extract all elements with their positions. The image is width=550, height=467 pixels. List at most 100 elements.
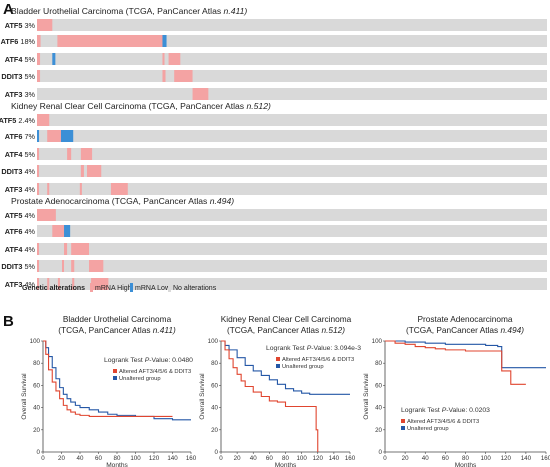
- km-legend-label: Altered AFT3/4/5/6 & DDIT3: [119, 369, 191, 375]
- oncoprint-mark-high: [86, 165, 102, 177]
- legend-swatch-high: [90, 283, 93, 292]
- panel-label-b: B: [3, 313, 14, 330]
- km-legend-swatch: [113, 369, 117, 373]
- x-tick-label: 40: [422, 455, 429, 462]
- km-title-line1: Kidney Renal Clear Cell Carcinoma: [221, 314, 352, 324]
- oncoprint-track: [37, 88, 547, 100]
- km-legend-swatch: [276, 357, 280, 361]
- oncoprint-mark-high: [37, 243, 40, 255]
- y-tick-label: 80: [375, 360, 382, 367]
- km-plot-1: Bladder Urothelial Carcinoma(TCGA, PanCa…: [21, 314, 197, 467]
- x-tick-label: 140: [329, 455, 340, 462]
- oncoprint-mark-high: [37, 114, 50, 126]
- km-legend-label: Altered AFT3/4/5/6 & DDIT3: [282, 357, 354, 363]
- x-tick-label: 80: [462, 455, 469, 462]
- x-tick-label: 120: [149, 455, 160, 462]
- oncoprint-mark-high: [47, 278, 50, 290]
- x-tick-label: 120: [313, 455, 324, 462]
- x-tick-label: 80: [114, 455, 121, 462]
- oncoprint-mark-high: [64, 243, 68, 255]
- gene-label: ATF3 3%: [5, 90, 36, 99]
- gene-label: ATF5 4%: [5, 211, 36, 220]
- x-tick-label: 20: [234, 455, 241, 462]
- oncoprint-mark-high: [52, 225, 65, 237]
- oncoprint-mark-high: [37, 183, 40, 195]
- x-tick-label: 60: [442, 455, 449, 462]
- x-tick-label: 0: [383, 455, 387, 462]
- gene-label: ATF5 3%: [5, 21, 36, 30]
- legend-swatch-none: [168, 283, 171, 292]
- oncoprint-legend: Genetic alterations mRNA High mRNA Low No a…: [22, 283, 217, 292]
- km-curve-altered: [385, 340, 526, 385]
- gene-label: ATF3 4%: [5, 280, 36, 289]
- panel-label-a: A: [3, 1, 14, 18]
- oncoprint-mark-high: [80, 148, 93, 160]
- x-tick-label: 120: [501, 455, 512, 462]
- km-title-line1: Bladder Urothelial Carcinoma: [63, 314, 172, 324]
- legend-swatch-low: [130, 283, 133, 292]
- legend-label: mRNA High: [95, 285, 132, 292]
- oncoprint-mark-high: [47, 183, 50, 195]
- y-tick-label: 0: [379, 449, 383, 456]
- y-tick-label: 20: [375, 427, 382, 434]
- logrank-pvalue: Logrank Test P-Value: 3.094e-3: [266, 345, 361, 352]
- x-tick-label: 100: [130, 455, 141, 462]
- y-tick-label: 0: [37, 449, 41, 456]
- km-curve-altered: [221, 340, 319, 452]
- oncoprint-mark-high: [37, 148, 40, 160]
- oncoprint-cohort-3: Prostate Adenocarcinoma (TCGA, PanCancer…: [1, 196, 547, 290]
- km-curve-unaltered: [43, 340, 191, 421]
- oncoprint-mark-high: [71, 243, 90, 255]
- oncoprint-mark-high: [37, 35, 41, 47]
- oncoprint-mark-low: [162, 35, 167, 47]
- oncoprint-mark-high: [61, 260, 65, 272]
- km-legend-swatch: [276, 364, 280, 368]
- y-tick-label: 60: [211, 382, 218, 389]
- x-tick-label: 20: [402, 455, 409, 462]
- y-tick-label: 60: [375, 382, 382, 389]
- oncoprint-mark-high: [91, 278, 109, 290]
- gene-label: ATF6 4%: [5, 227, 36, 236]
- oncoprint-mark-high: [37, 19, 53, 31]
- gene-label: DDIT3 4%: [1, 167, 35, 176]
- km-legend-label: Unaltered group: [119, 376, 161, 382]
- oncoprint-mark-high: [37, 70, 41, 82]
- x-tick-label: 160: [186, 455, 197, 462]
- y-tick-label: 100: [372, 338, 383, 345]
- oncoprint-mark-low: [52, 53, 56, 65]
- oncoprint-track: [37, 148, 547, 160]
- gene-label: ATF4 4%: [5, 245, 36, 254]
- y-tick-label: 20: [211, 427, 218, 434]
- km-legend-swatch: [113, 376, 117, 380]
- y-tick-label: 100: [30, 338, 41, 345]
- y-tick-label: 40: [375, 405, 382, 412]
- x-tick-label: 80: [282, 455, 289, 462]
- x-tick-label: 140: [167, 455, 178, 462]
- oncoprint-track: [37, 225, 547, 237]
- km-plot-2: Kidney Renal Clear Cell Carcinoma(TCGA, …: [199, 314, 361, 467]
- oncoprint-cohort-1: Bladder Urothelial Carcinoma (TCGA, PanC…: [1, 6, 547, 100]
- cohort-title: Prostate Adenocarcinoma (TCGA, PanCancer…: [11, 196, 234, 206]
- gene-label: ATF6 18%: [1, 37, 36, 46]
- x-tick-label: 60: [95, 455, 102, 462]
- km-legend-swatch: [401, 426, 405, 430]
- legend-label: No alterations: [173, 285, 217, 292]
- oncoprint-track: [37, 209, 547, 221]
- y-tick-label: 40: [33, 405, 40, 412]
- y-tick-label: 80: [33, 360, 40, 367]
- y-axis-label: Overall Survival: [363, 373, 370, 420]
- oncoprint-mark-high: [80, 165, 84, 177]
- oncoprint-mark-high: [67, 148, 72, 160]
- x-tick-label: 20: [58, 455, 65, 462]
- oncoprint-mark-high: [168, 53, 181, 65]
- logrank-pvalue: Logrank Test P-Value: 0.0480: [104, 357, 193, 364]
- x-tick-label: 60: [266, 455, 273, 462]
- y-tick-label: 60: [33, 382, 40, 389]
- oncoprint-track: [37, 70, 547, 82]
- oncoprint-mark-high: [110, 183, 128, 195]
- oncoprint-track: [37, 243, 547, 255]
- gene-label: DDIT3 5%: [1, 262, 35, 271]
- oncoprint-mark-high: [57, 278, 60, 290]
- oncoprint-track: [37, 53, 547, 65]
